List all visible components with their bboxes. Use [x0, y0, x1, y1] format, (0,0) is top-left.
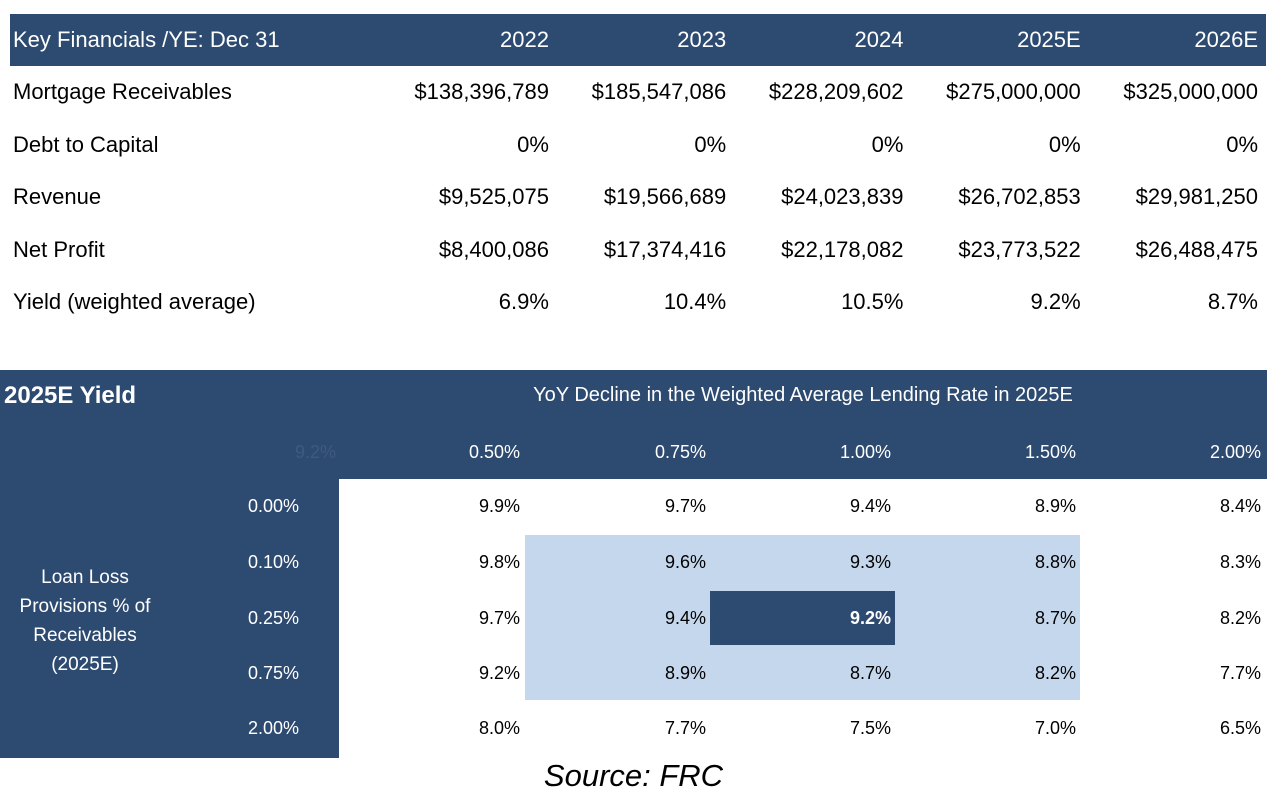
column-header: 0.75% [654, 442, 706, 462]
row-header: 0.75% [247, 663, 299, 683]
table-cell: $29,981,250 [1135, 184, 1258, 210]
table-cell: $325,000,000 [1123, 79, 1258, 105]
table-cell: $26,702,853 [958, 184, 1081, 210]
table-row: Mortgage Receivables $138,396,789 $185,5… [10, 66, 1266, 119]
base-case-cell: 9.2% [849, 608, 891, 628]
sensitivity-cell: 9.2% [478, 663, 520, 683]
sensitivity-cell: 9.9% [478, 496, 520, 516]
sensitivity-title: 2025E Yield [4, 382, 137, 409]
sensitivity-cell: 8.7% [1034, 608, 1076, 628]
sensitivity-cell: 8.4% [1219, 496, 1261, 516]
row-label: Mortgage Receivables [13, 79, 232, 105]
table-row: Revenue $9,525,075 $19,566,689 $24,023,8… [10, 171, 1266, 224]
sensitivity-cell: 7.0% [1034, 718, 1076, 738]
row-axis-label-line: (2025E) [51, 654, 119, 675]
table-cell: 0% [517, 131, 549, 157]
table-row: Debt to Capital 0% 0% 0% 0% 0% [10, 119, 1266, 172]
row-header: 2.00% [247, 718, 299, 738]
row-label: Debt to Capital [13, 131, 159, 157]
corner-value: 9.2% [294, 442, 336, 462]
sensitivity-cell: 8.8% [1034, 552, 1076, 572]
sensitivity-cell: 9.7% [478, 608, 520, 628]
table-cell: 8.7% [1207, 289, 1258, 315]
row-axis-label-line: Receivables [33, 625, 137, 646]
table-cell: $275,000,000 [946, 79, 1081, 105]
table-cell: $24,023,839 [781, 184, 904, 210]
column-header: 1.00% [839, 442, 891, 462]
table-cell: $22,178,082 [781, 236, 904, 262]
base-case-highlight [710, 591, 895, 645]
sensitivity-cell: 9.6% [664, 552, 706, 572]
sensitivity-cell: 7.7% [1219, 663, 1261, 683]
row-header: 0.10% [247, 552, 299, 572]
year-header: 2023 [556, 14, 735, 66]
column-axis-label: YoY Decline in the Weighted Average Lend… [533, 384, 1073, 406]
table-cell: 0% [694, 131, 727, 157]
table-cell: $19,566,689 [603, 184, 727, 210]
sensitivity-cell: 8.0% [478, 718, 520, 738]
column-header: 0.50% [468, 442, 520, 462]
table-cell: $9,525,075 [438, 184, 549, 210]
sensitivity-cell: 7.7% [664, 718, 706, 738]
table-cell: 0% [1226, 131, 1258, 157]
row-axis-label: Loan Loss Provisions % of Receivables (2… [10, 563, 160, 679]
table-cell: 9.2% [1030, 289, 1081, 315]
sensitivity-cell: 7.5% [849, 718, 891, 738]
sensitivity-header-band [0, 370, 1267, 479]
table-cell: $8,400,086 [438, 236, 549, 262]
table-cell: $185,547,086 [591, 79, 727, 105]
table-cell: $228,209,602 [768, 79, 904, 105]
key-financials-table: Key Financials /YE: Dec 31 2022 2023 202… [10, 14, 1266, 329]
column-header: 2.00% [1209, 442, 1261, 462]
table-cell: $23,773,522 [958, 236, 1081, 262]
table-cell: $138,396,789 [414, 79, 549, 105]
row-axis-label-line: Provisions % of [19, 596, 151, 617]
sensitivity-cell: 8.9% [1034, 496, 1076, 516]
row-axis-label-line: Loan Loss [41, 567, 129, 588]
table-row: Yield (weighted average) 6.9% 10.4% 10.5… [10, 276, 1266, 329]
sensitivity-cell: 9.8% [478, 552, 520, 572]
year-header: 2026E [1088, 14, 1266, 66]
sensitivity-cell: 6.5% [1219, 718, 1261, 738]
year-header: 2025E [911, 14, 1089, 66]
sensitivity-cell: 8.9% [664, 663, 706, 683]
row-header: 0.25% [247, 608, 299, 628]
year-header: 2024 [734, 14, 912, 66]
table-cell: 0% [1048, 131, 1081, 157]
sensitivity-cell: 8.2% [1034, 663, 1076, 683]
sensitivity-cell: 9.4% [849, 496, 891, 516]
row-label: Net Profit [13, 236, 105, 262]
sensitivity-cell: 9.7% [664, 496, 706, 516]
row-label: Revenue [13, 184, 102, 210]
table-cell: 10.5% [841, 289, 904, 315]
sensitivity-cell: 8.3% [1219, 552, 1261, 572]
sensitivity-cell: 9.3% [849, 552, 891, 572]
sensitivity-cell: 8.2% [1219, 608, 1261, 628]
table-cell: 6.9% [498, 289, 549, 315]
table-cell: $26,488,475 [1135, 236, 1258, 262]
year-header: 2022 [379, 14, 557, 66]
table-cell: $17,374,416 [603, 236, 727, 262]
table-cell: 10.4% [663, 289, 727, 315]
key-financials-header-label: Key Financials /YE: Dec 31 [10, 14, 380, 66]
row-header: 0.00% [247, 496, 299, 516]
sensitivity-row-header-band [0, 479, 339, 758]
sensitivity-cell: 9.4% [664, 608, 706, 628]
table-row: Net Profit $8,400,086 $17,374,416 $22,17… [10, 224, 1266, 277]
sensitivity-cell: 8.7% [849, 663, 891, 683]
key-financials-header-row: Key Financials /YE: Dec 31 2022 2023 202… [10, 14, 1266, 66]
row-label: Yield (weighted average) [13, 289, 256, 315]
yield-sensitivity-table: 2025E Yield YoY Decline in the Weighted … [0, 370, 1267, 758]
column-header: 1.50% [1024, 442, 1076, 462]
table-cell: 0% [871, 131, 904, 157]
source-note: Source: FRC [543, 758, 724, 793]
